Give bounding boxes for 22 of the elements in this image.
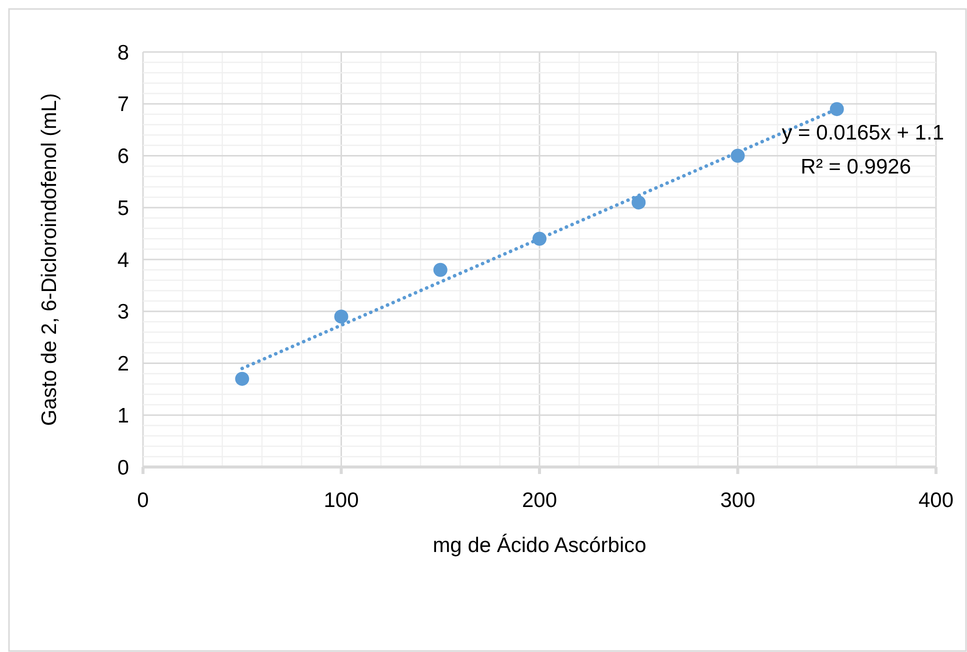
point: [235, 372, 250, 386]
y-axis-title: Gasto de 2, 6-Dicloroindofenol (mL): [38, 93, 61, 426]
point: [830, 102, 844, 116]
point: [632, 195, 646, 210]
x-tick-label: 200: [522, 489, 558, 512]
y-tick-label: 0: [117, 456, 129, 480]
y-tick-label: 1: [117, 404, 129, 428]
y-tick-label: 2: [117, 352, 129, 376]
y-tick-label: 6: [117, 145, 129, 168]
x-tick-label: 0: [137, 489, 149, 512]
y-tick-label: 8: [117, 41, 129, 64]
y-tick-label: 7: [117, 93, 129, 116]
point: [433, 262, 448, 277]
y-tick-label: 5: [117, 196, 129, 220]
x-tick-label: 100: [324, 489, 359, 512]
point: [334, 310, 348, 324]
annotation: R² = 0.9926: [800, 155, 911, 178]
x-tick-label: 300: [720, 489, 756, 512]
y-tick-label: 4: [117, 248, 130, 272]
x-tick-label: 400: [918, 489, 954, 512]
x-axis-title: mg de Ácido Ascórbico: [432, 533, 646, 557]
y-tick-label: 3: [117, 300, 129, 324]
